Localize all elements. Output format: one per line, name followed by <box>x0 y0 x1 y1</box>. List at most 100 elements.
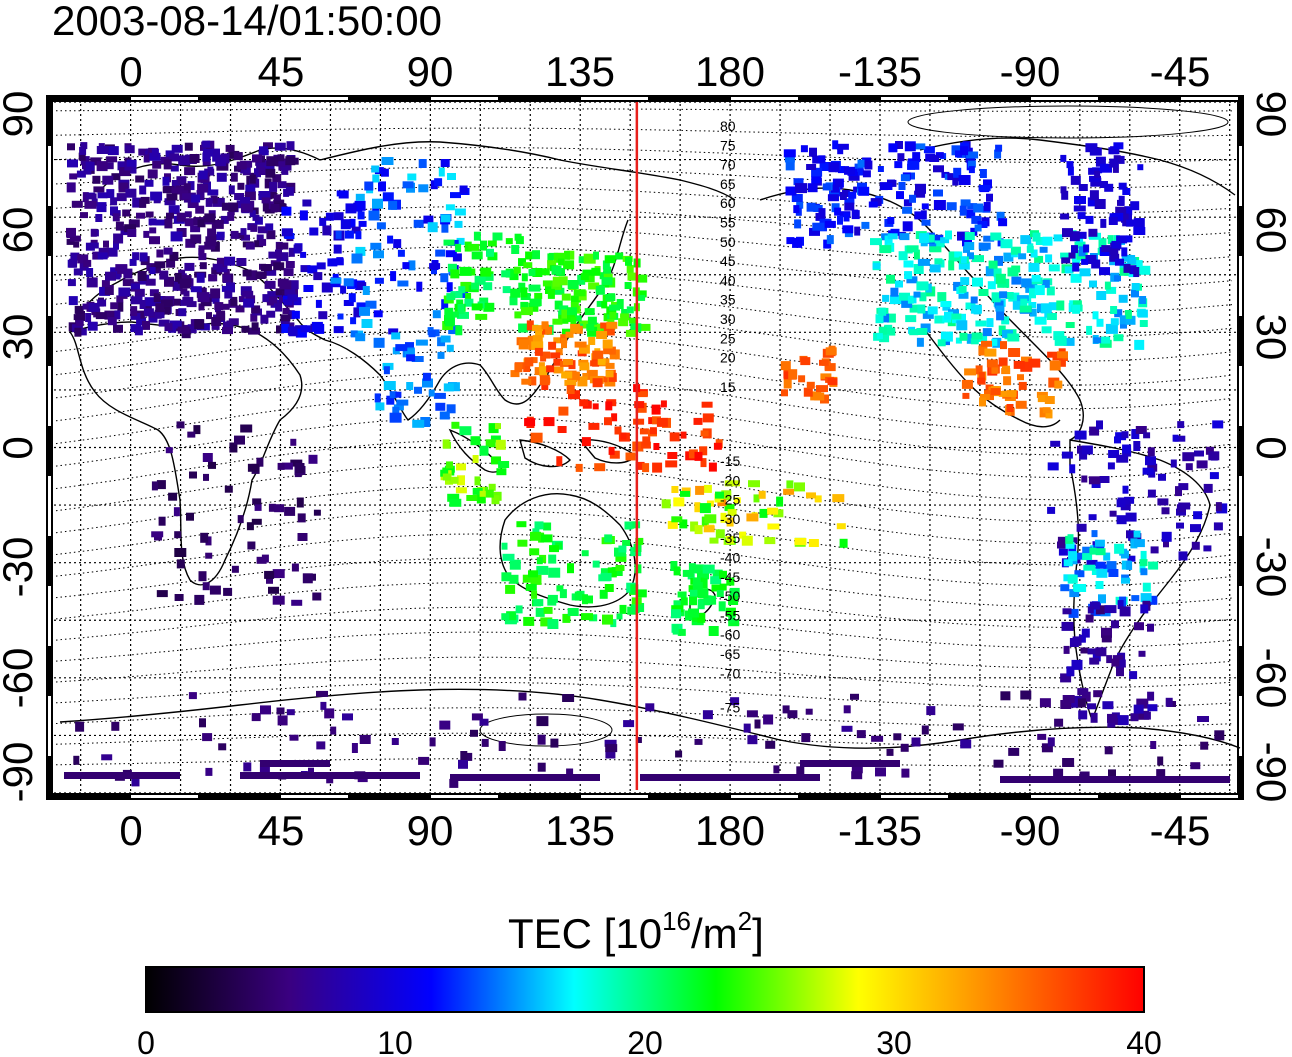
tec-cell <box>948 260 955 271</box>
tec-cell <box>1094 539 1105 547</box>
tec-cell <box>1110 306 1118 314</box>
tec-cell <box>996 211 1005 221</box>
tec-cell <box>690 521 699 532</box>
tec-cell <box>228 318 239 326</box>
tec-cell <box>373 310 383 318</box>
tec-cell <box>1077 688 1089 696</box>
tec-cell <box>240 203 253 213</box>
tec-cell <box>783 378 792 389</box>
tec-cell <box>558 276 568 286</box>
tec-cell <box>221 202 232 211</box>
tec-cell <box>580 273 589 281</box>
tec-cell <box>543 417 555 427</box>
tec-cell <box>1116 235 1128 244</box>
tec-cell <box>458 759 468 769</box>
tec-cell <box>330 726 337 735</box>
tec-cell <box>1053 768 1064 778</box>
tec-cell <box>131 777 140 787</box>
tec-cell <box>196 272 205 283</box>
tec-cell <box>831 184 839 193</box>
tec-cell <box>1112 163 1119 173</box>
tec-cell <box>480 240 487 251</box>
tec-cell <box>80 212 88 219</box>
tec-cell <box>886 274 895 284</box>
left-lat-tick: 0 <box>0 436 41 459</box>
tec-cell <box>633 418 645 425</box>
tec-cell <box>216 231 225 238</box>
tec-cell <box>164 276 174 287</box>
tec-cell <box>1134 622 1144 631</box>
magnetic-contour <box>55 308 1233 362</box>
tec-cell <box>291 599 303 606</box>
tec-cell <box>316 262 326 270</box>
tec-cell <box>1034 316 1047 325</box>
tec-cell <box>1124 206 1133 216</box>
tec-cell <box>728 615 736 623</box>
tec-cell <box>345 203 357 214</box>
tec-cell <box>373 250 384 259</box>
tec-cell <box>510 288 521 298</box>
tec-cell <box>283 188 290 197</box>
tec-cell <box>844 202 855 211</box>
tec-cell <box>741 535 753 546</box>
tec-cell <box>274 142 286 151</box>
tec-cell <box>602 260 610 270</box>
tec-cell <box>418 184 429 193</box>
tec-cell <box>821 359 829 366</box>
tec-cell <box>671 516 683 523</box>
tec-cell <box>1085 614 1094 623</box>
tec-cell <box>1096 318 1104 327</box>
contour-label: -60 <box>720 627 740 643</box>
tec-cell <box>277 715 288 726</box>
tec-cell <box>405 342 414 353</box>
tec-cell <box>149 267 156 275</box>
tec-cell <box>587 326 598 337</box>
tec-cell <box>118 287 131 297</box>
tec-cell <box>793 205 800 214</box>
tec-cell <box>249 210 256 218</box>
tec-cell <box>567 250 575 260</box>
tec-cell <box>558 314 569 324</box>
tec-cell <box>1126 219 1136 227</box>
tec-cell <box>995 144 1003 152</box>
tec-cell <box>991 338 998 346</box>
tec-cell <box>105 271 116 281</box>
tec-cell <box>198 170 208 180</box>
tec-cell <box>96 202 107 213</box>
tec-cell <box>627 272 637 281</box>
tec-cell <box>911 737 921 747</box>
tec-cell <box>1046 286 1055 296</box>
tec-cell <box>806 202 816 212</box>
contour-label: 65 <box>720 176 736 192</box>
tec-cell <box>959 332 968 341</box>
tec-cell <box>1107 235 1114 245</box>
tec-cell <box>66 238 75 245</box>
tec-cell <box>1137 309 1148 318</box>
tec-cell <box>697 570 709 580</box>
tec-cell <box>947 319 956 327</box>
tec-cell <box>472 455 479 463</box>
tec-cell <box>599 589 608 599</box>
tec-cell <box>871 735 884 742</box>
tec-cell <box>932 234 944 244</box>
colorbar-title-end: ] <box>752 910 764 957</box>
tec-cell <box>581 550 589 557</box>
tec-cell <box>879 245 892 254</box>
tec-cell <box>509 270 519 281</box>
tec-cell <box>527 335 535 345</box>
tec-cell <box>454 220 463 228</box>
tec-cell <box>1047 737 1055 747</box>
tec-cell <box>522 574 535 583</box>
tec-cell <box>1114 436 1121 444</box>
tec-cell <box>1133 441 1141 451</box>
tec-cell <box>187 200 199 208</box>
right-lat-tick: 0 <box>1248 436 1292 459</box>
contour-label: -15 <box>720 453 740 469</box>
tec-cell <box>1143 711 1151 720</box>
tec-cell <box>470 729 478 737</box>
tec-cell <box>993 268 1002 278</box>
tec-cell <box>1123 263 1131 273</box>
tec-cell <box>251 518 262 525</box>
tec-cell <box>383 381 396 390</box>
tec-cell <box>198 287 207 294</box>
